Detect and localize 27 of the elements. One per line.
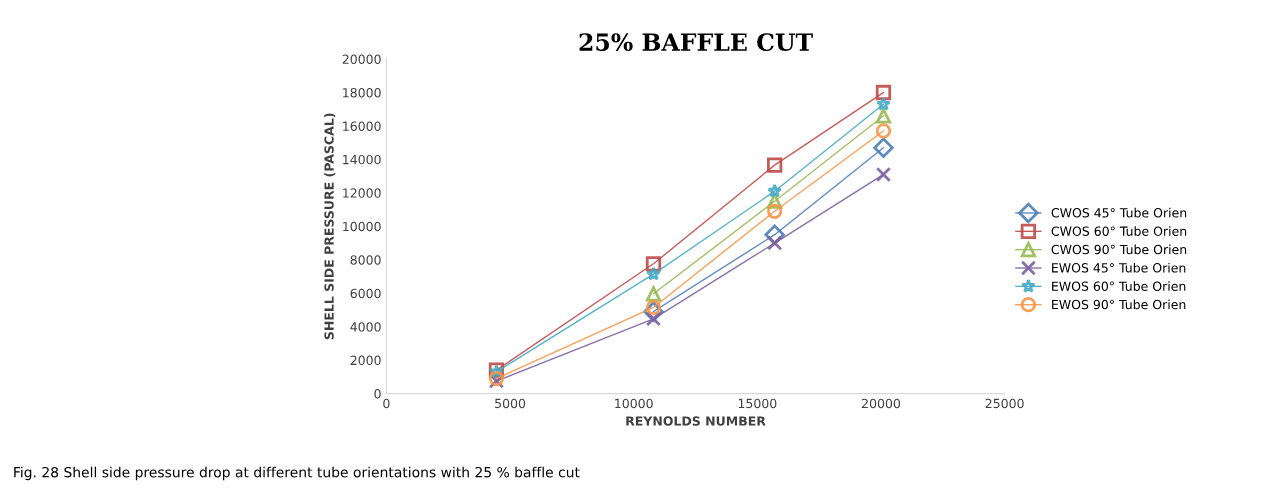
y-tick-label: 14000	[343, 154, 381, 165]
legend-label: CWOS 45° Tube Orien	[1051, 207, 1187, 218]
x-axis-title: REYNOLDS NUMBER	[626, 416, 766, 426]
legend-label: EWOS 60° Tube Orien	[1052, 281, 1186, 291]
x-tick-label: 20000	[862, 398, 901, 409]
y-tick-label: 0	[374, 389, 381, 399]
y-tick-label: 20000	[342, 54, 381, 64]
legend-label: CWOS 90° Tube Orien	[1051, 244, 1187, 255]
y-tick-label: 18000	[343, 87, 381, 98]
legend-label: CWOS 60° Tube Orien	[1051, 226, 1187, 236]
y-tick-label: 2000	[350, 355, 381, 366]
y-tick-label: 4000	[350, 322, 381, 332]
y-axis-title: SHELL SIDE PRESSURE (PASCAL)	[324, 113, 336, 340]
chart-title: 25% BAFFLE CUT	[579, 33, 813, 52]
x-tick-label: 25000	[985, 398, 1024, 409]
y-tick-label: 16000	[343, 121, 381, 131]
y-tick-label: 10000	[343, 221, 381, 232]
x-tick-label: 0	[383, 398, 390, 409]
y-tick-label: 6000	[350, 288, 381, 299]
y-tick-label: 12000	[343, 188, 381, 198]
caption: Fig. 28 Shell side pressure drop at different tube orientations with 25 % baffle cut	[14, 466, 580, 481]
x-tick-label: 15000	[738, 398, 777, 409]
y-tick-label: 8000	[350, 255, 381, 265]
x-tick-label: 5000	[495, 398, 526, 409]
legend-label: EWOS 45° Tube Orien	[1052, 262, 1186, 273]
x-tick-label: 10000	[615, 398, 653, 409]
legend-label: EWOS 90° Tube Orien	[1052, 299, 1186, 310]
